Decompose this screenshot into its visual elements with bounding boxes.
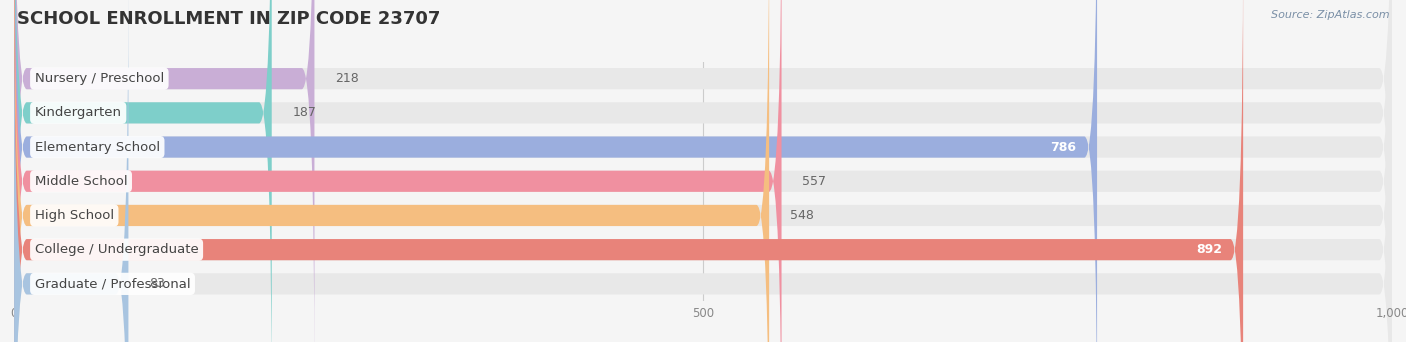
FancyBboxPatch shape: [14, 0, 1392, 342]
FancyBboxPatch shape: [14, 0, 1392, 342]
FancyBboxPatch shape: [14, 0, 782, 342]
Text: College / Undergraduate: College / Undergraduate: [35, 243, 198, 256]
FancyBboxPatch shape: [14, 0, 1243, 342]
FancyBboxPatch shape: [14, 0, 271, 342]
FancyBboxPatch shape: [14, 0, 1097, 342]
Text: 892: 892: [1197, 243, 1222, 256]
FancyBboxPatch shape: [14, 0, 1392, 342]
Text: Elementary School: Elementary School: [35, 141, 160, 154]
Text: 218: 218: [335, 72, 359, 85]
Text: 187: 187: [292, 106, 316, 119]
Text: 83: 83: [149, 277, 165, 290]
Text: SCHOOL ENROLLMENT IN ZIP CODE 23707: SCHOOL ENROLLMENT IN ZIP CODE 23707: [17, 10, 440, 28]
FancyBboxPatch shape: [14, 0, 1392, 342]
FancyBboxPatch shape: [14, 0, 1392, 342]
Text: Source: ZipAtlas.com: Source: ZipAtlas.com: [1271, 10, 1389, 20]
FancyBboxPatch shape: [14, 0, 315, 342]
FancyBboxPatch shape: [14, 0, 128, 342]
FancyBboxPatch shape: [14, 0, 1392, 342]
Text: High School: High School: [35, 209, 114, 222]
Text: 786: 786: [1050, 141, 1077, 154]
Text: Nursery / Preschool: Nursery / Preschool: [35, 72, 165, 85]
Text: Kindergarten: Kindergarten: [35, 106, 122, 119]
FancyBboxPatch shape: [14, 0, 769, 342]
FancyBboxPatch shape: [14, 0, 1392, 342]
Text: Middle School: Middle School: [35, 175, 128, 188]
Text: 548: 548: [790, 209, 814, 222]
Text: Graduate / Professional: Graduate / Professional: [35, 277, 190, 290]
Text: 557: 557: [803, 175, 827, 188]
